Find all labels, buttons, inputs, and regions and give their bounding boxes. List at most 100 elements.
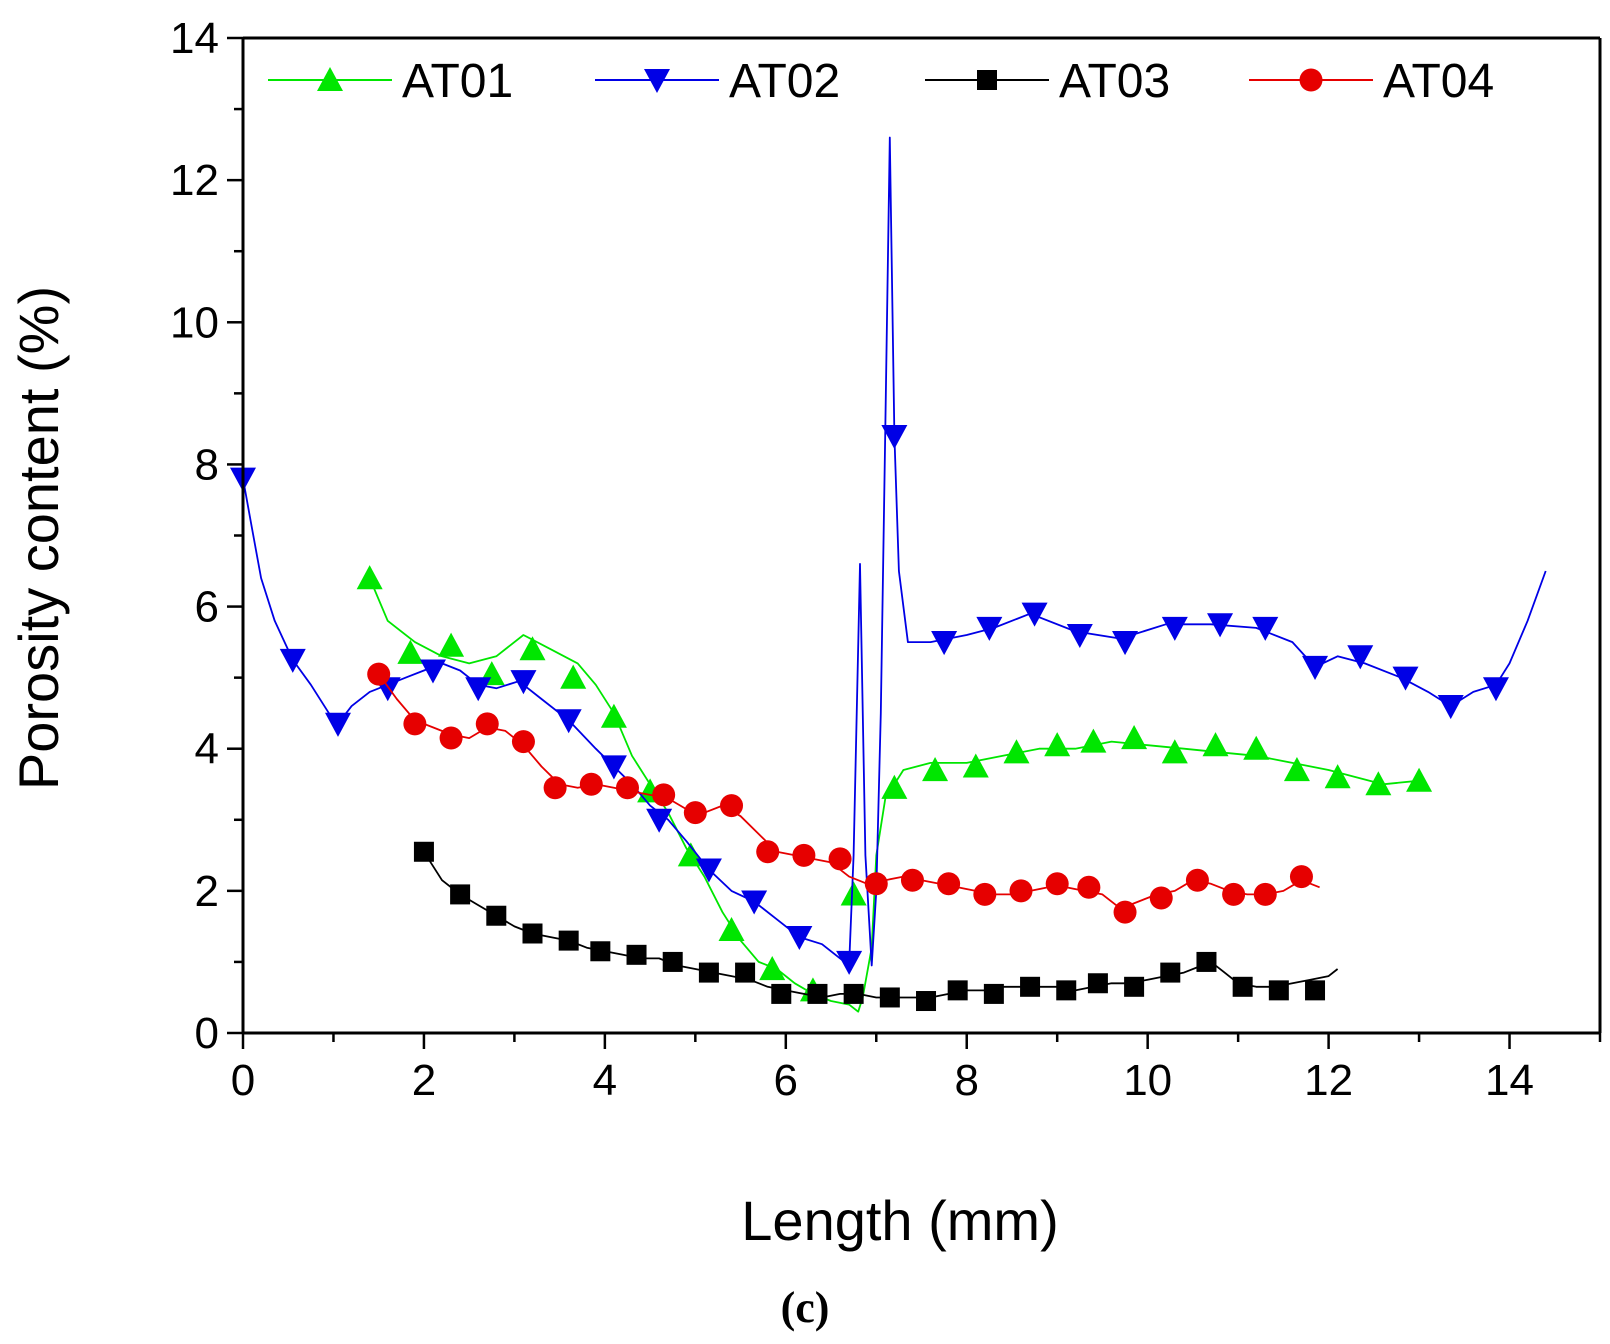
- x-tick-label-4: 8: [954, 1056, 978, 1105]
- y-tick-label-7: 14: [170, 14, 219, 63]
- marker-at04-8: [652, 783, 676, 807]
- marker-at04-0: [367, 662, 391, 686]
- marker-at04-6: [579, 772, 603, 796]
- marker-at01-2: [438, 632, 465, 657]
- marker-at03-21: [1160, 962, 1181, 983]
- legend-marker-at01: [317, 67, 343, 92]
- figure-caption: (c): [781, 1283, 830, 1332]
- marker-at02-16: [976, 616, 1003, 641]
- marker-at02-7: [555, 709, 582, 734]
- marker-at02-5: [465, 677, 492, 702]
- marker-at04-20: [1077, 875, 1101, 899]
- marker-at01-13: [881, 774, 908, 799]
- marker-at04-5: [543, 776, 567, 800]
- marker-at04-4: [511, 730, 535, 754]
- marker-at03-5: [590, 941, 611, 962]
- marker-at04-25: [1253, 882, 1277, 906]
- marker-at02-15: [931, 631, 958, 656]
- marker-at03-8: [698, 962, 719, 983]
- marker-at03-23: [1232, 976, 1253, 997]
- marker-at03-7: [662, 951, 683, 972]
- marker-at01-26: [1406, 767, 1433, 792]
- marker-at03-25: [1305, 980, 1326, 1001]
- marker-at03-9: [735, 962, 756, 983]
- marker-at01-18: [1080, 728, 1107, 753]
- marker-at04-22: [1149, 886, 1173, 910]
- marker-at04-19: [1045, 872, 1069, 896]
- marker-at03-14: [916, 991, 937, 1012]
- marker-at03-11: [807, 983, 828, 1004]
- marker-at04-17: [973, 882, 997, 906]
- legend-item-at02: AT02: [595, 55, 840, 108]
- marker-at01-10: [759, 956, 786, 981]
- marker-at01-1: [397, 639, 424, 664]
- legend-label-at03: AT03: [1059, 55, 1170, 108]
- legend-item-at03: AT03: [925, 55, 1170, 108]
- marker-at02-14: [881, 424, 908, 449]
- x-tick-label-5: 10: [1123, 1056, 1172, 1105]
- marker-at02-18: [1066, 623, 1093, 648]
- marker-at01-20: [1161, 739, 1188, 764]
- marker-at03-2: [486, 905, 507, 926]
- marker-at02-21: [1207, 613, 1234, 638]
- marker-at03-19: [1087, 973, 1108, 994]
- marker-at02-17: [1021, 602, 1048, 627]
- marker-at02-2: [324, 712, 351, 737]
- marker-at04-26: [1289, 865, 1313, 889]
- y-tick-label-1: 2: [195, 867, 219, 916]
- marker-at02-13: [836, 950, 863, 975]
- axes: 0 2 4 6 8 10 12 14 0 2 4 6 8 10 12 14: [170, 14, 1602, 1105]
- legend: AT01 AT02 AT03 AT04: [268, 55, 1494, 108]
- marker-at03-12: [843, 983, 864, 1004]
- marker-at03-10: [771, 983, 792, 1004]
- plot-area: [230, 136, 1547, 1013]
- marker-at01-12: [840, 881, 867, 906]
- series-line-at02: [242, 136, 1547, 967]
- marker-at04-7: [615, 776, 639, 800]
- marker-at02-22: [1252, 616, 1279, 641]
- y-tick-label-0: 0: [195, 1009, 219, 1058]
- marker-at03-17: [1020, 976, 1041, 997]
- marker-at02-26: [1437, 695, 1464, 720]
- marker-at03-1: [450, 884, 471, 905]
- marker-at01-17: [1044, 732, 1071, 757]
- x-axis-title: Length (mm): [741, 1189, 1058, 1252]
- marker-at04-24: [1222, 882, 1246, 906]
- x-tick-label-0: 0: [231, 1056, 255, 1105]
- y-tick-label-4: 8: [195, 440, 219, 489]
- marker-at01-0: [356, 565, 383, 590]
- marker-at02-12: [786, 926, 813, 951]
- marker-at03-4: [558, 930, 579, 951]
- marker-at01-21: [1202, 732, 1229, 757]
- marker-at02-20: [1161, 616, 1188, 641]
- x-tick-label-1: 2: [412, 1056, 436, 1105]
- marker-at04-9: [683, 801, 707, 825]
- marker-at01-22: [1243, 735, 1270, 760]
- legend-item-at04: AT04: [1249, 55, 1494, 108]
- marker-at02-10: [695, 858, 722, 883]
- legend-marker-at03: [977, 70, 997, 90]
- y-tick-label-3: 6: [195, 583, 219, 632]
- marker-at04-18: [1009, 879, 1033, 903]
- marker-at02-24: [1347, 645, 1374, 670]
- marker-at01-9: [718, 916, 745, 941]
- marker-at01-15: [962, 753, 989, 778]
- legend-label-at04: AT04: [1383, 55, 1494, 108]
- marker-at04-12: [792, 843, 816, 867]
- legend-item-at01: AT01: [268, 55, 513, 108]
- x-tick-label-3: 6: [774, 1056, 798, 1105]
- y-tick-label-2: 4: [195, 725, 219, 774]
- marker-at02-25: [1392, 666, 1419, 691]
- legend-label-at01: AT01: [402, 55, 513, 108]
- marker-at03-3: [522, 923, 543, 944]
- marker-at03-16: [983, 983, 1004, 1004]
- marker-at03-0: [413, 841, 434, 862]
- marker-at01-5: [560, 664, 587, 689]
- marker-at02-27: [1482, 677, 1509, 702]
- marker-at03-15: [947, 980, 968, 1001]
- marker-at02-19: [1112, 631, 1139, 656]
- marker-at01-14: [922, 757, 949, 782]
- marker-at02-1: [279, 648, 306, 673]
- marker-at04-11: [756, 840, 780, 864]
